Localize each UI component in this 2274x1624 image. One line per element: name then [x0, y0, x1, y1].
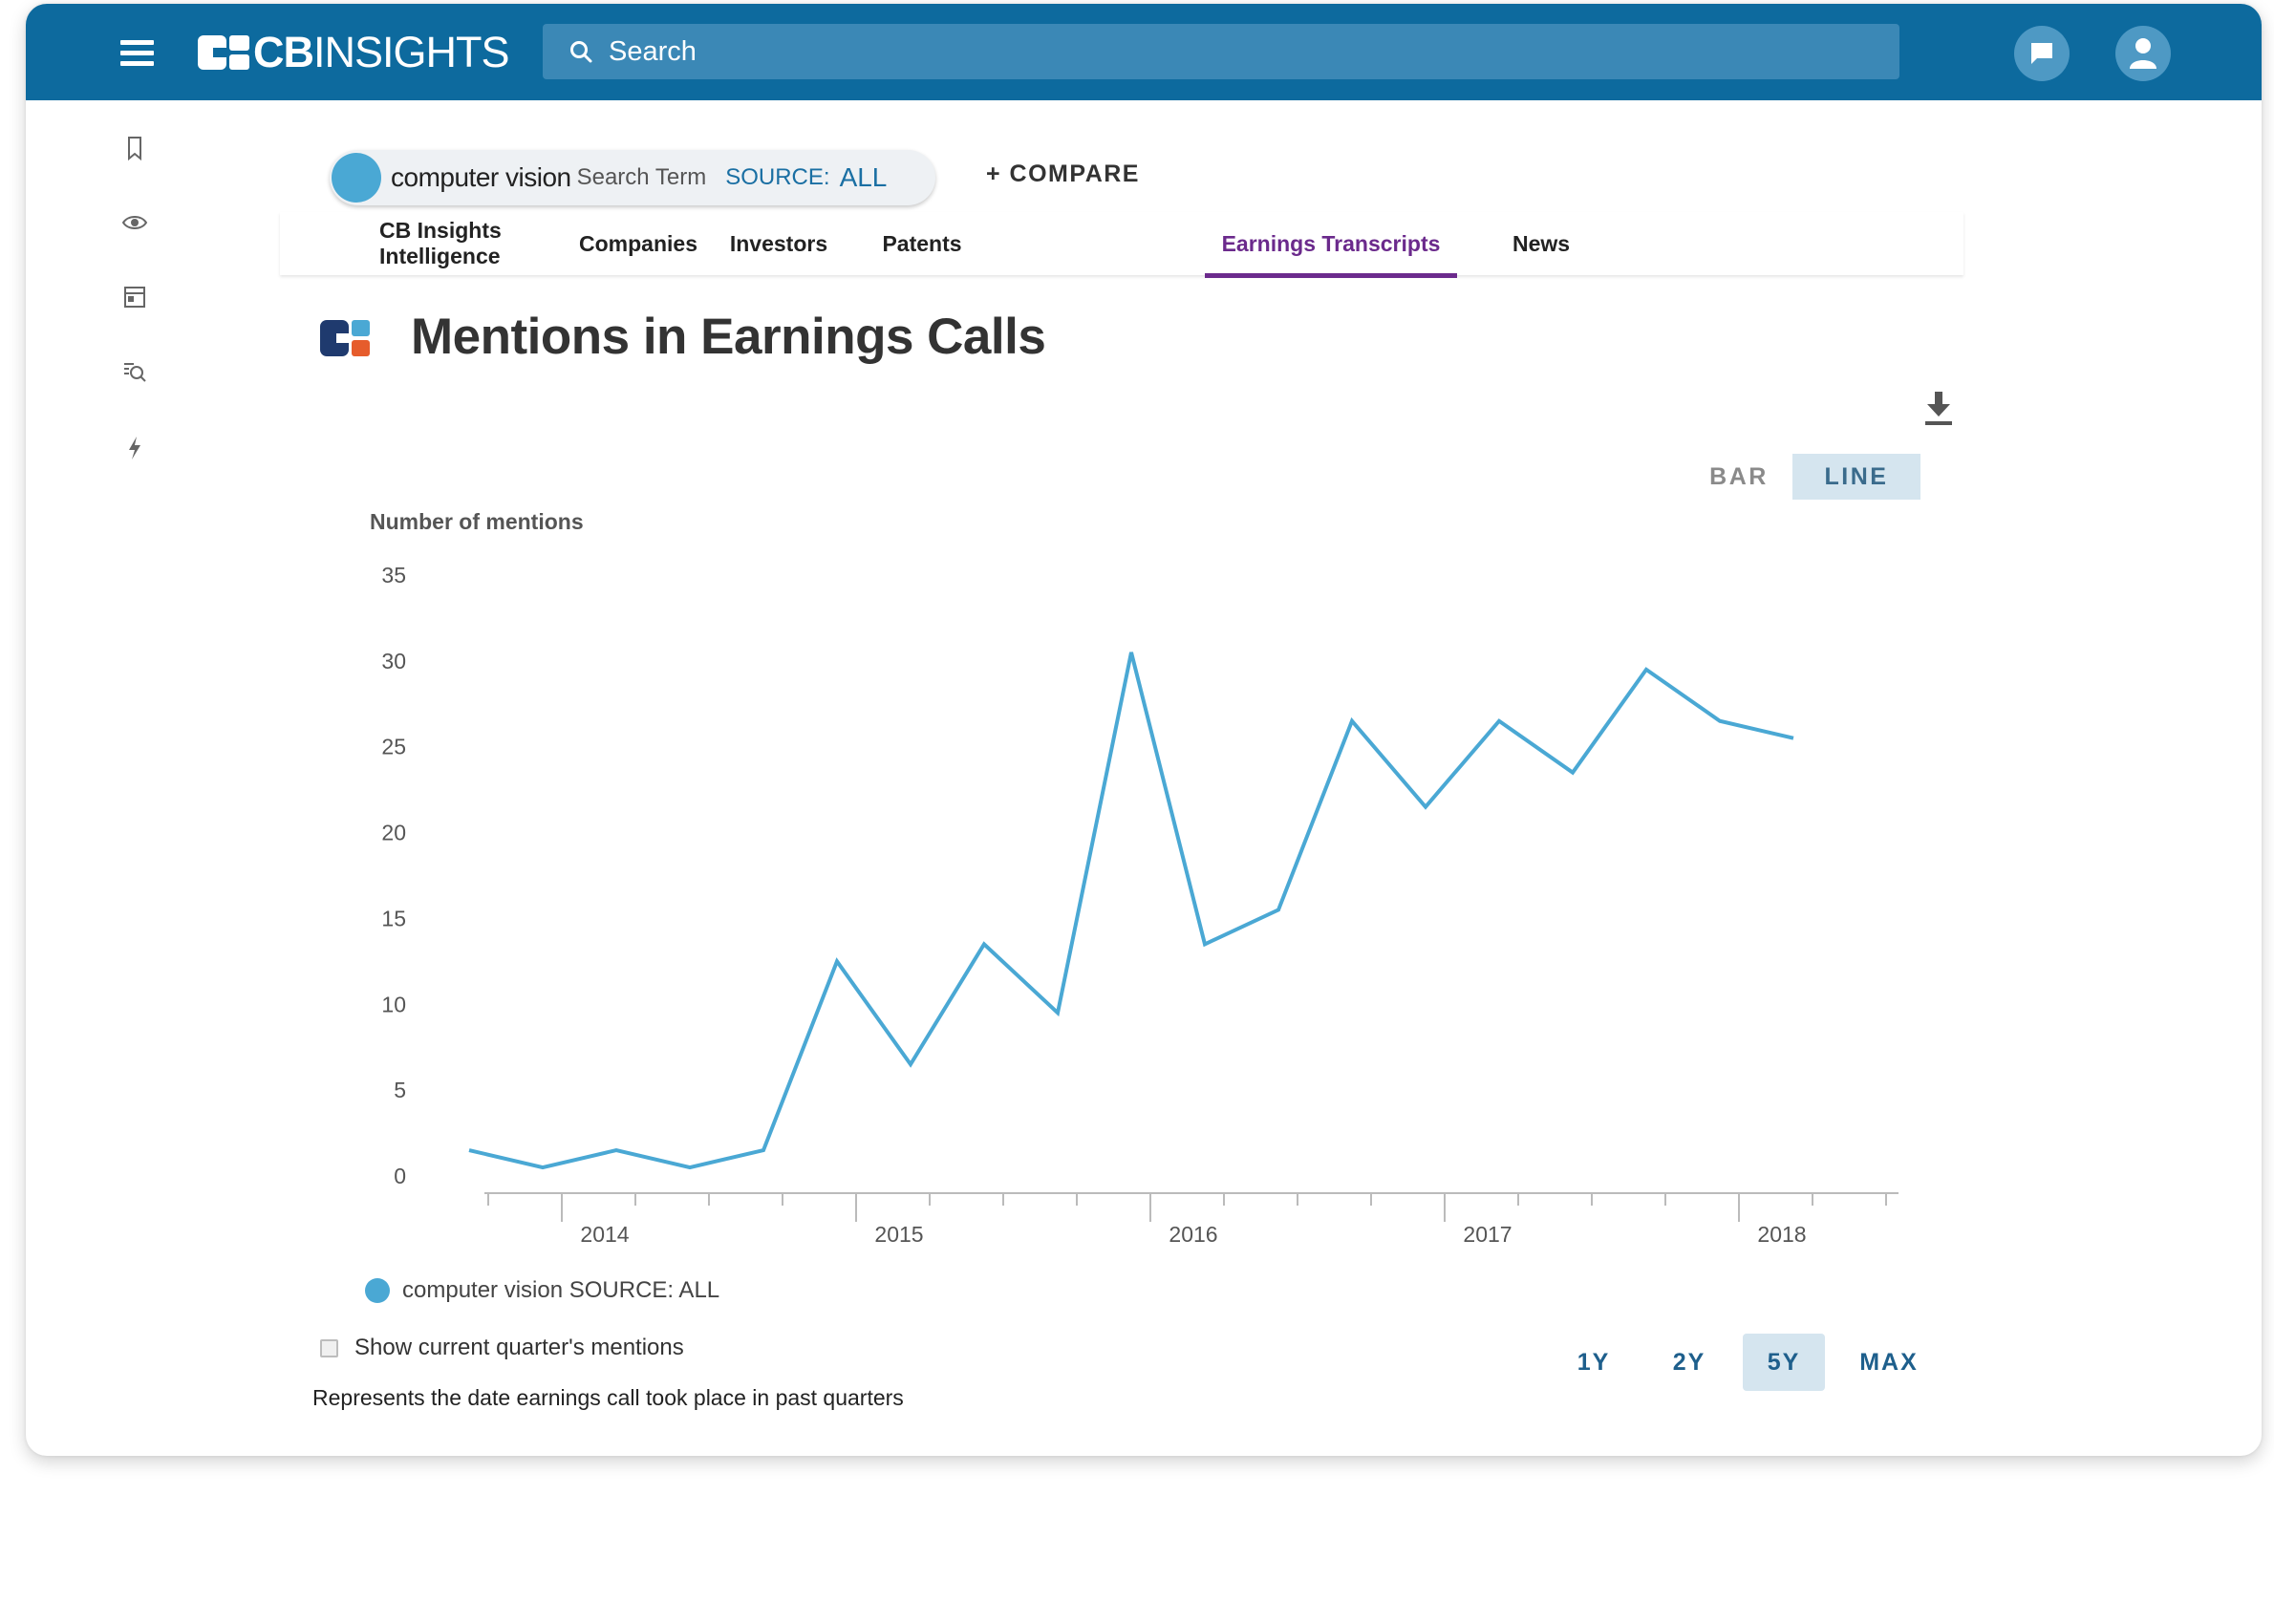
cb-intelligence-icon: [320, 320, 370, 356]
y-axis-label: Number of mentions: [370, 509, 584, 534]
menu-icon[interactable]: [120, 40, 154, 67]
compare-button[interactable]: + COMPARE: [986, 160, 1140, 187]
y-tick-label: 25: [381, 735, 406, 759]
search-term-chip[interactable]: computer vision Search Term SOURCE: ALL: [330, 150, 935, 205]
lightning-icon[interactable]: [120, 434, 149, 462]
tab-news[interactable]: News: [1512, 230, 1571, 256]
bar-chart-toggle[interactable]: BAR: [1709, 462, 1769, 490]
show-current-quarter-option[interactable]: Show current quarter's mentions: [320, 1335, 684, 1361]
app-window: CBINSIGHTS: [26, 4, 2262, 1456]
user-icon: [2130, 38, 2156, 69]
y-tick-label: 10: [381, 992, 406, 1016]
y-tick-label: 35: [381, 563, 406, 588]
user-button[interactable]: [2115, 26, 2171, 81]
page-title: Mentions in Earnings Calls: [411, 309, 1046, 365]
top-bar: CBINSIGHTS: [26, 4, 2262, 100]
show-current-quarter-checkbox[interactable]: [320, 1338, 338, 1357]
range-max-button[interactable]: MAX: [1859, 1348, 1919, 1376]
chart-footnote: Represents the date earnings call took p…: [312, 1385, 904, 1410]
eye-icon[interactable]: [120, 208, 149, 237]
x-tick-label: 2015: [874, 1222, 923, 1247]
search-term-type: Search Term: [576, 164, 707, 190]
tab-cb-insights-intelligence[interactable]: CB Insights Intelligence: [379, 218, 502, 268]
cb-logo-icon: [198, 35, 249, 70]
range-2y-button[interactable]: 2Y: [1672, 1348, 1706, 1376]
x-tick-label: 2016: [1169, 1222, 1217, 1247]
chat-button[interactable]: [2014, 26, 2070, 81]
tab-patents[interactable]: Patents: [882, 230, 962, 256]
mentions-line-chart: Number of mentions 0 5 10 15 20 25 30 35 2014 2015…: [370, 509, 1899, 1247]
search-term-text: computer vision: [391, 162, 571, 192]
y-tick-label: 15: [381, 906, 406, 930]
download-icon[interactable]: [1923, 390, 1954, 428]
source-value: ALL: [839, 162, 888, 192]
show-current-quarter-label: Show current quarter's mentions: [354, 1335, 684, 1360]
chart-legend[interactable]: computer vision SOURCE: ALL: [365, 1277, 719, 1304]
x-tick-label: 2014: [580, 1222, 629, 1247]
logo-text: CBINSIGHTS: [253, 28, 510, 76]
tab-companies[interactable]: Companies: [579, 230, 697, 256]
legend-color-dot: [365, 1278, 390, 1303]
tab-investors[interactable]: Investors: [729, 230, 828, 256]
y-tick-label: 5: [394, 1078, 406, 1102]
range-5y-button[interactable]: 5Y: [1743, 1334, 1825, 1391]
range-1y-button[interactable]: 1Y: [1577, 1348, 1611, 1376]
series-line: [468, 652, 1794, 1170]
y-tick-label: 20: [381, 821, 406, 845]
search-bar[interactable]: [543, 24, 1899, 79]
cb-insights-logo[interactable]: CBINSIGHTS: [198, 28, 510, 76]
line-chart-toggle[interactable]: LINE: [1792, 454, 1920, 500]
search-input[interactable]: [607, 24, 1899, 79]
dashboard-icon[interactable]: [120, 283, 149, 311]
legend-label: computer vision SOURCE: ALL: [402, 1277, 720, 1303]
section-tabs: CB Insights Intelligence Companies Inves…: [280, 212, 1963, 278]
tab-earnings-transcripts[interactable]: Earnings Transcripts: [1205, 212, 1457, 278]
search-icon: [570, 41, 592, 63]
y-tick-label: 0: [394, 1164, 406, 1188]
bookmark-icon[interactable]: [120, 134, 149, 162]
chat-icon: [2031, 43, 2052, 64]
y-tick-label: 30: [381, 649, 406, 673]
series-color-dot: [332, 153, 381, 203]
x-tick-label: 2018: [1757, 1222, 1806, 1247]
search-list-icon[interactable]: [120, 358, 149, 387]
x-tick-label: 2017: [1463, 1222, 1512, 1247]
source-label: SOURCE:: [725, 164, 830, 190]
